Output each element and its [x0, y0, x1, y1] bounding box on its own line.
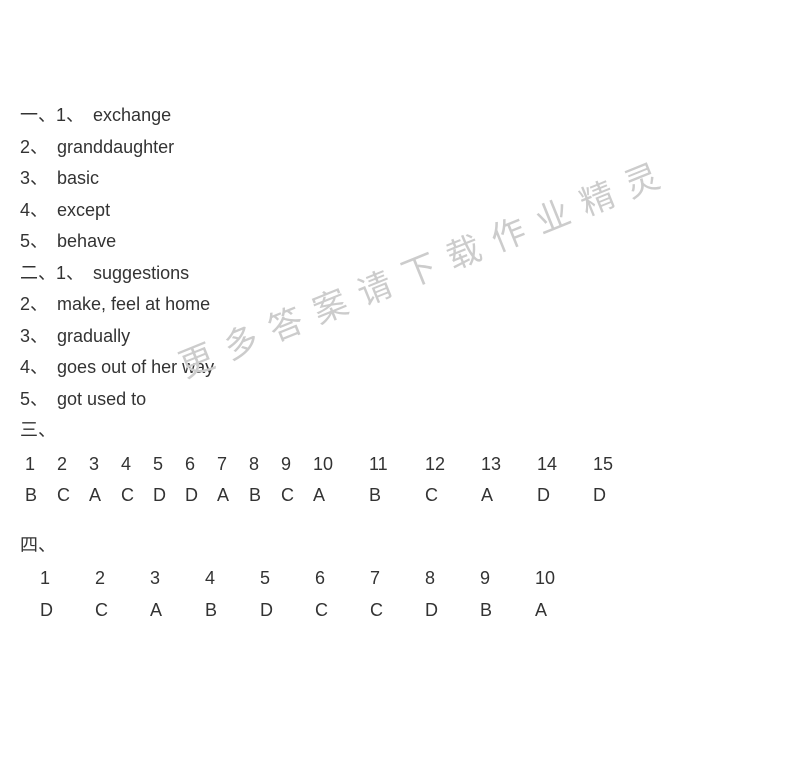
- col-h: 2: [57, 449, 89, 481]
- section3-heading-line: 三、: [20, 415, 780, 447]
- table-row: D C A B D C C D B A: [40, 595, 780, 627]
- col-h: 13: [481, 449, 537, 481]
- item-num: 4、: [20, 357, 48, 377]
- item-num: 3、: [20, 326, 48, 346]
- section2-item4: 4、 goes out of her way: [20, 352, 780, 384]
- col-h: 5: [260, 563, 315, 595]
- section2-heading: 二、: [20, 263, 56, 283]
- col-h: 2: [95, 563, 150, 595]
- col-h: 3: [150, 563, 205, 595]
- col-h: 3: [89, 449, 121, 481]
- section1-item1: 一、1、 exchange: [20, 100, 780, 132]
- cell: D: [425, 595, 480, 627]
- cell: A: [89, 480, 121, 512]
- cell: B: [25, 480, 57, 512]
- cell: C: [57, 480, 89, 512]
- col-h: 15: [593, 449, 649, 481]
- col-h: 14: [537, 449, 593, 481]
- item-text: behave: [57, 231, 116, 251]
- item-text: gradually: [57, 326, 130, 346]
- col-h: 11: [369, 449, 425, 481]
- col-h: 8: [425, 563, 480, 595]
- col-h: 1: [25, 449, 57, 481]
- col-h: 4: [205, 563, 260, 595]
- section1-item3: 3、 basic: [20, 163, 780, 195]
- cell: C: [121, 480, 153, 512]
- section4-heading-line: 四、: [20, 530, 780, 562]
- cell: B: [249, 480, 281, 512]
- item-text: make, feel at home: [57, 294, 210, 314]
- table-header-row: 1 2 3 4 5 6 7 8 9 10: [40, 563, 780, 595]
- item-num: 4、: [20, 200, 48, 220]
- section1-item4: 4、 except: [20, 195, 780, 227]
- cell: D: [185, 480, 217, 512]
- cell: B: [480, 595, 535, 627]
- table-header-row: 1 2 3 4 5 6 7 8 9 10 11 12 13 14 15: [25, 449, 780, 481]
- section1-item5: 5、 behave: [20, 226, 780, 258]
- item-num: 1、: [56, 263, 84, 283]
- cell: A: [150, 595, 205, 627]
- section2-item3: 3、 gradually: [20, 321, 780, 353]
- cell: D: [537, 480, 593, 512]
- col-h: 6: [315, 563, 370, 595]
- item-num: 2、: [20, 137, 48, 157]
- cell: C: [370, 595, 425, 627]
- col-h: 4: [121, 449, 153, 481]
- item-num: 3、: [20, 168, 48, 188]
- cell: D: [593, 480, 649, 512]
- cell: C: [315, 595, 370, 627]
- item-text: exchange: [93, 105, 171, 125]
- col-h: 9: [281, 449, 313, 481]
- cell: D: [153, 480, 185, 512]
- col-h: 9: [480, 563, 535, 595]
- col-h: 5: [153, 449, 185, 481]
- cell: A: [481, 480, 537, 512]
- section2-item2: 2、 make, feel at home: [20, 289, 780, 321]
- cell: B: [205, 595, 260, 627]
- item-num: 5、: [20, 231, 48, 251]
- section1-heading: 一、: [20, 105, 56, 125]
- section1-item2: 2、 granddaughter: [20, 132, 780, 164]
- col-h: 7: [370, 563, 425, 595]
- cell: C: [425, 480, 481, 512]
- cell: C: [281, 480, 313, 512]
- col-h: 1: [40, 563, 95, 595]
- col-h: 6: [185, 449, 217, 481]
- col-h: 8: [249, 449, 281, 481]
- cell: B: [369, 480, 425, 512]
- section4-heading: 四、: [20, 535, 56, 555]
- cell: D: [40, 595, 95, 627]
- cell: A: [313, 480, 369, 512]
- cell: C: [95, 595, 150, 627]
- answer-key-content: 一、1、 exchange 2、 granddaughter 3、 basic …: [0, 0, 800, 646]
- col-h: 10: [535, 563, 590, 595]
- item-num: 5、: [20, 389, 48, 409]
- cell: D: [260, 595, 315, 627]
- section3-heading: 三、: [20, 420, 56, 440]
- cell: A: [217, 480, 249, 512]
- table-row: B C A C D D A B C A B C A D D: [25, 480, 780, 512]
- col-h: 12: [425, 449, 481, 481]
- section2-item1: 二、1、 suggestions: [20, 258, 780, 290]
- item-text: got used to: [57, 389, 146, 409]
- col-h: 10: [313, 449, 369, 481]
- cell: A: [535, 595, 590, 627]
- item-text: basic: [57, 168, 99, 188]
- section2-item5: 5、 got used to: [20, 384, 780, 416]
- item-text: suggestions: [93, 263, 189, 283]
- item-text: except: [57, 200, 110, 220]
- col-h: 7: [217, 449, 249, 481]
- item-text: goes out of her way: [57, 357, 214, 377]
- item-text: granddaughter: [57, 137, 174, 157]
- section3-table: 1 2 3 4 5 6 7 8 9 10 11 12 13 14 15 B C …: [25, 449, 780, 512]
- section4-table: 1 2 3 4 5 6 7 8 9 10 D C A B D C C D B A: [40, 563, 780, 626]
- item-num: 2、: [20, 294, 48, 314]
- item-num: 1、: [56, 105, 84, 125]
